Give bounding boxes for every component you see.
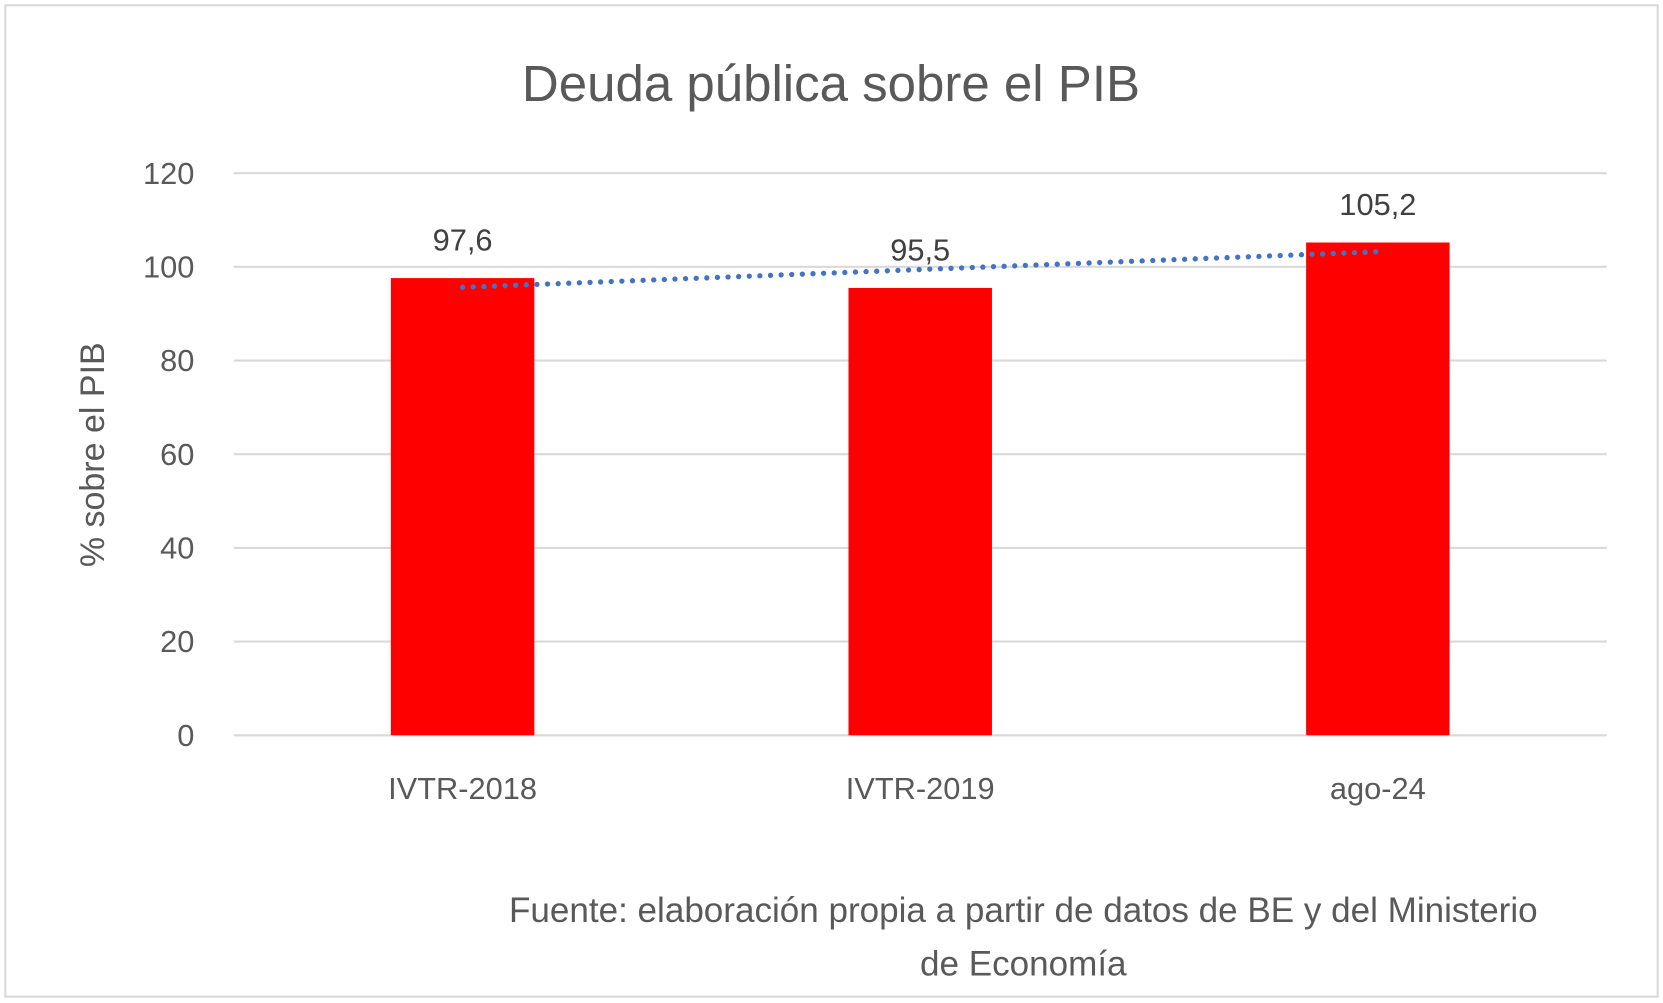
chart-title: Deuda pública sobre el PIB: [522, 55, 1140, 112]
trendline: [459, 249, 1381, 290]
x-tick-label: IVTR-2019: [846, 771, 995, 806]
y-tick-label: 0: [177, 718, 194, 753]
y-tick-label: 60: [160, 437, 194, 472]
bar: [1306, 242, 1450, 736]
y-axis-label: % sobre el PIB: [74, 342, 112, 567]
x-tick-label: IVTR-2018: [388, 771, 537, 806]
y-tick-label: 20: [160, 624, 194, 659]
y-tick-label: 100: [143, 249, 194, 284]
source-line-2: de Economía: [920, 944, 1127, 983]
data-label: 97,6: [433, 222, 493, 257]
x-tick-label: ago-24: [1330, 771, 1426, 806]
data-label: 105,2: [1339, 187, 1416, 222]
bar: [390, 278, 535, 736]
y-tick-label: 120: [143, 156, 194, 191]
y-tick-label: 40: [160, 531, 194, 566]
y-tick-label: 80: [160, 343, 194, 378]
data-label: 95,5: [890, 232, 950, 267]
source-line-1: Fuente: elaboración propia a partir de d…: [509, 891, 1538, 930]
bar: [848, 287, 992, 736]
